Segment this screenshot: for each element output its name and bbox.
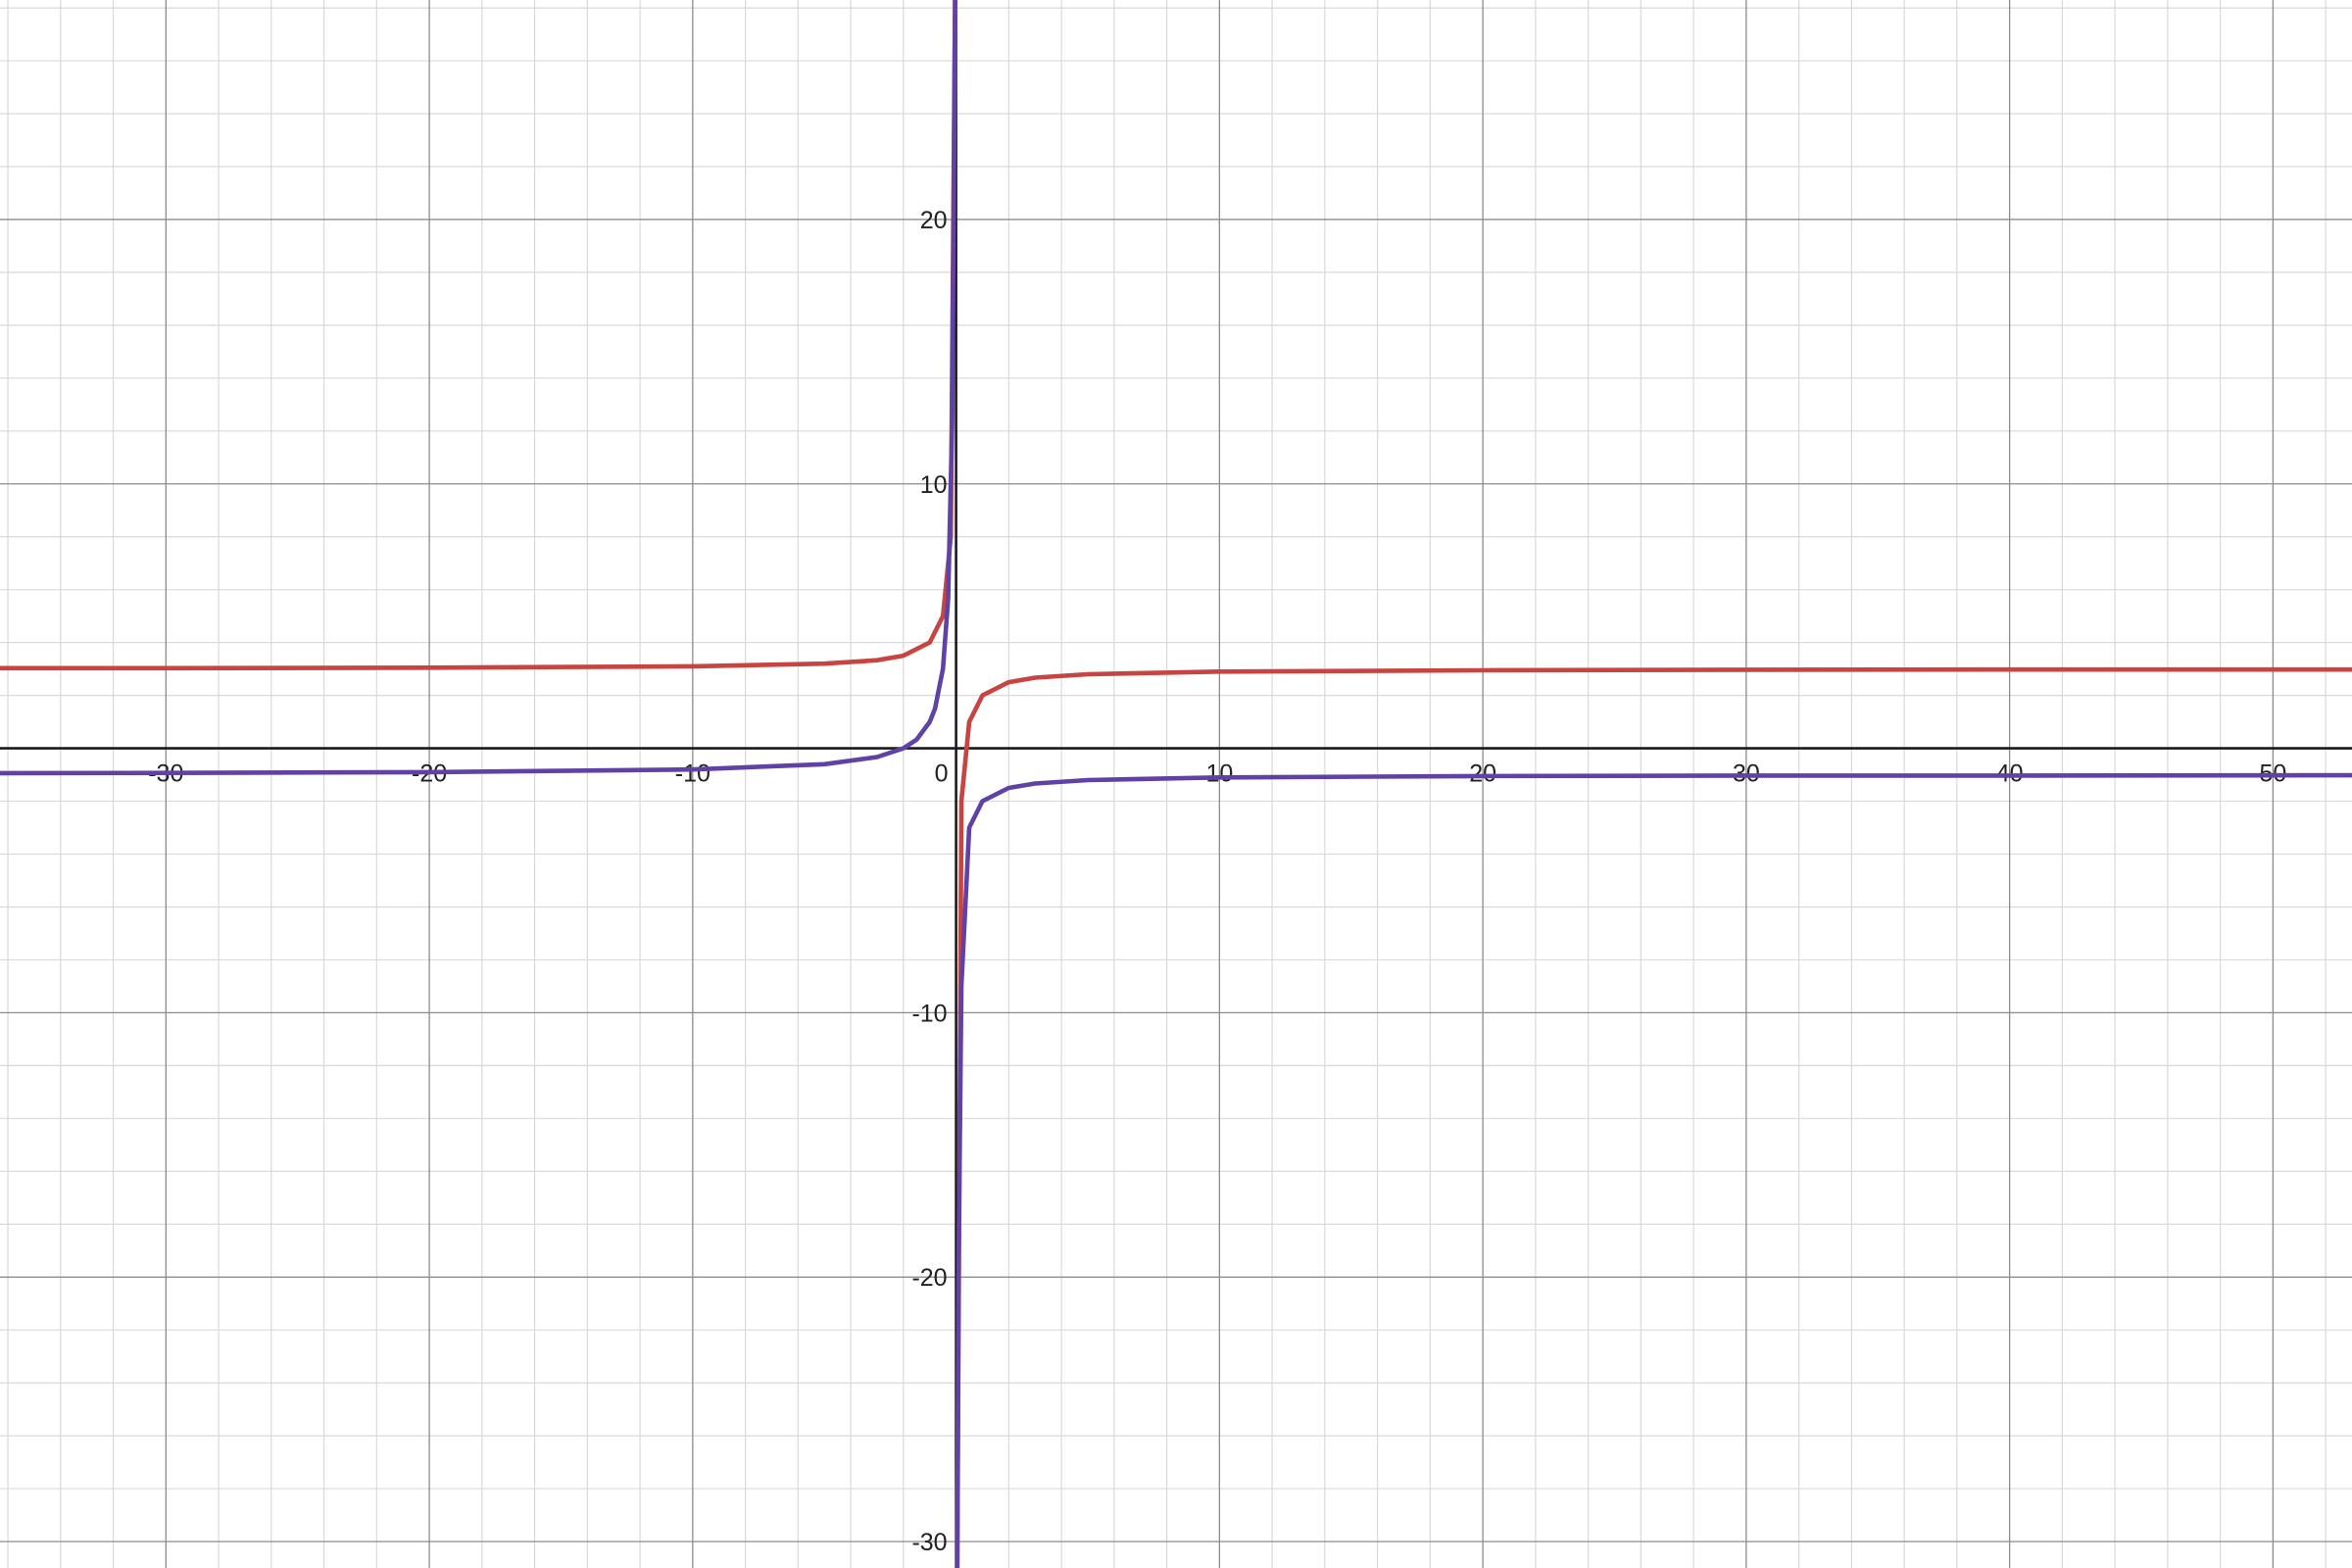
y-tick-label: 20 [920, 207, 948, 234]
curve-series-1-branch-1 [0, 0, 957, 671]
y-tick-labels: 20 10 -10 -20 -30 [911, 207, 947, 1556]
y-tick-label: 10 [920, 471, 948, 499]
y-tick-label: -10 [911, 1000, 947, 1027]
curve-series-2-branch-2 [955, 772, 2352, 1568]
x-tick-label: 10 [1205, 760, 1233, 788]
x-tick-label: -10 [675, 760, 710, 788]
x-tick-label: 0 [935, 760, 949, 788]
curve-series-2-branch-1 [0, 0, 957, 776]
curve-series-1-branch-2 [955, 666, 2352, 1568]
y-tick-label: -30 [911, 1529, 947, 1556]
x-tick-label: 20 [1469, 760, 1496, 788]
y-tick-label: -20 [911, 1264, 947, 1292]
